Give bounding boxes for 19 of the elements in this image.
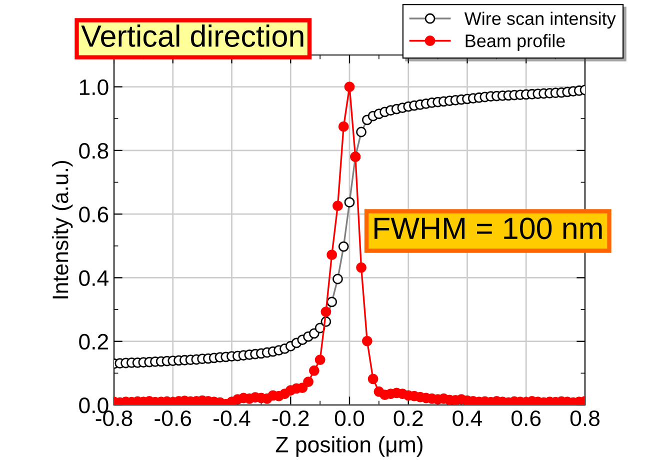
x-tick-label: 0.8 <box>570 410 600 426</box>
annotation: FWHM = 100 nm <box>374 218 602 240</box>
x-tick-label: 0.2 <box>394 410 423 426</box>
y-tick-label: 0.4 <box>79 270 108 286</box>
legend-label: Wire scan intensity <box>464 12 616 29</box>
y-tick-label: 1.0 <box>80 79 108 96</box>
chart-title: Vertical direction <box>81 24 304 47</box>
x-tick-label: 0.0 <box>334 410 364 426</box>
y-tick-label: 0.8 <box>79 142 108 159</box>
x-tick-label: 0.6 <box>512 410 541 426</box>
x-tick-label: -0.4 <box>214 410 250 426</box>
y-tick-label: 0.6 <box>79 206 108 222</box>
y-axis-title: Intensity (a.u.) <box>52 160 73 298</box>
x-tick-label: 0.4 <box>452 410 482 426</box>
x-tick-label: -0.2 <box>272 410 309 426</box>
legend-label: Beam profile <box>466 34 565 51</box>
y-tick-label: 0.2 <box>79 334 108 350</box>
x-axis-title: Z position (μm) <box>276 436 422 457</box>
x-tick-label: -0.6 <box>154 410 192 426</box>
